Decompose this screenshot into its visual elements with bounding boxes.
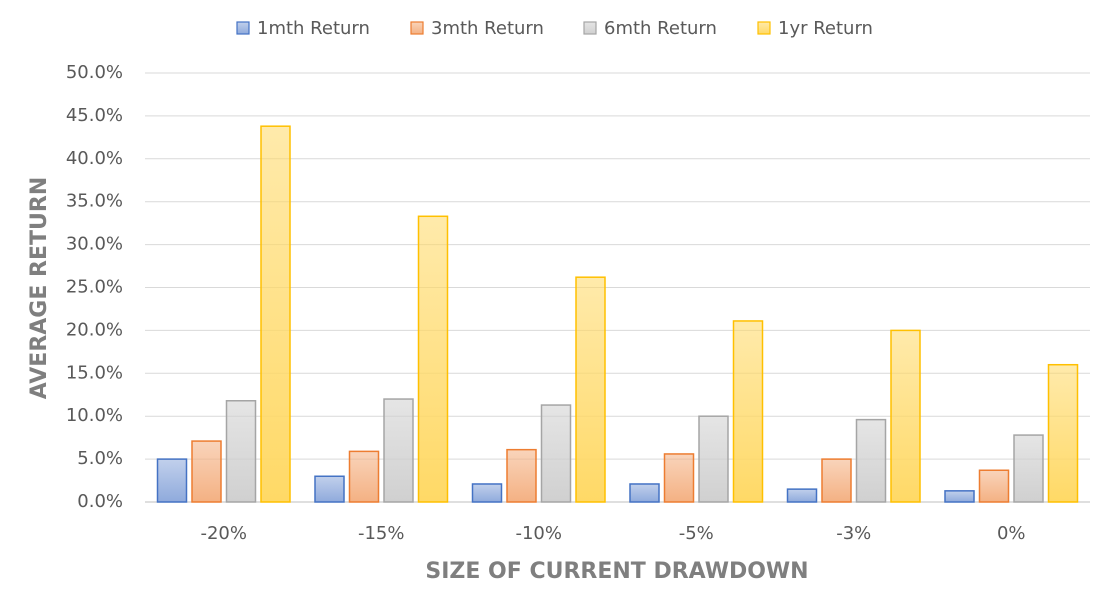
x-tick-label: -3% (836, 523, 871, 544)
x-tick-label: -10% (515, 523, 562, 544)
bar (821, 458, 852, 503)
bar (260, 125, 291, 503)
x-tick-label: -20% (200, 523, 247, 544)
y-tick-label: 45.0% (66, 105, 123, 126)
bar (1013, 434, 1044, 503)
bar (156, 458, 188, 503)
bar (663, 453, 695, 503)
bar (348, 450, 380, 503)
bar (944, 490, 975, 503)
legend-label: 3mth Return (431, 18, 544, 39)
bar (225, 400, 257, 503)
bar (786, 488, 818, 503)
legend-swatch (410, 21, 424, 35)
y-tick-label: 50.0% (66, 62, 123, 83)
x-axis-title: SIZE OF CURRENT DRAWDOWN (425, 559, 808, 584)
y-tick-label: 0.0% (77, 491, 123, 512)
legend-label: 1mth Return (257, 18, 370, 39)
y-tick-label: 35.0% (66, 191, 123, 212)
y-tick-label: 30.0% (66, 234, 123, 255)
bar (314, 475, 345, 503)
legend-label: 6mth Return (604, 18, 717, 39)
x-tick-label: -15% (358, 523, 405, 544)
y-tick-label: 25.0% (66, 277, 123, 298)
x-tick-label: 0% (997, 523, 1026, 544)
bar (417, 215, 449, 503)
legend-swatch (757, 21, 771, 35)
y-tick-label: 15.0% (66, 362, 123, 383)
bar (732, 320, 764, 503)
bar (575, 276, 606, 503)
bar (855, 418, 887, 503)
y-tick-label: 5.0% (77, 448, 123, 469)
bar (540, 404, 572, 503)
y-axis-title: AVERAGE RETURN (27, 177, 52, 400)
bar (629, 483, 660, 503)
legend-label: 1yr Return (778, 18, 873, 39)
bar (506, 448, 537, 503)
bar (978, 469, 1010, 503)
bar (383, 398, 414, 503)
x-tick-label: -5% (679, 523, 714, 544)
bar (191, 440, 222, 503)
legend-swatch (583, 21, 597, 35)
bar (698, 415, 729, 503)
y-tick-label: 10.0% (66, 405, 123, 426)
bar (1047, 363, 1079, 503)
legend-swatch (236, 21, 250, 35)
bar (890, 329, 921, 503)
y-tick-label: 40.0% (66, 148, 123, 169)
y-tick-label: 20.0% (66, 319, 123, 340)
bar (471, 483, 503, 503)
